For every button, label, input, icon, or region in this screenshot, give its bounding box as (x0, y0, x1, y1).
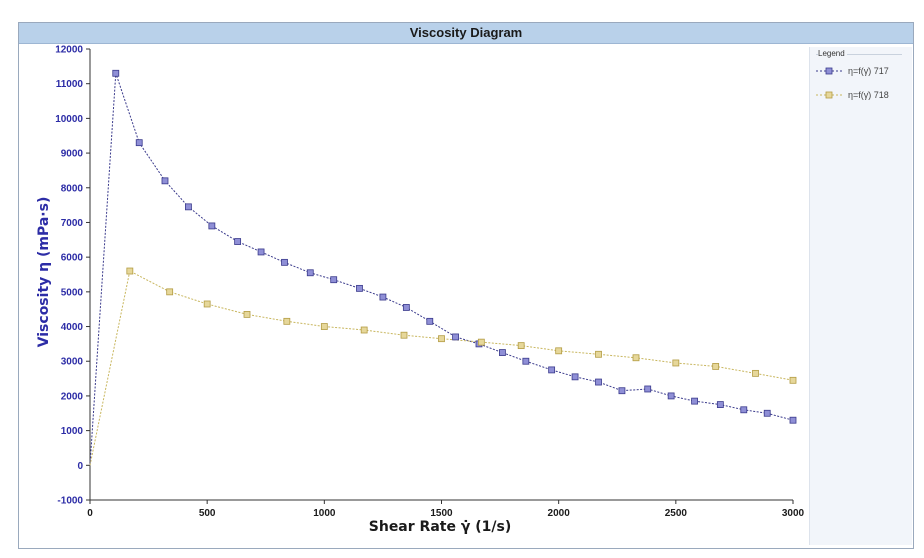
data-point-0 (402, 304, 410, 311)
title-bar: Viscosity Diagram (19, 23, 913, 44)
data-point-0 (522, 357, 530, 365)
y-tick-label: 0 (77, 461, 83, 472)
data-point-1 (517, 342, 525, 350)
y-tick-label: 2000 (61, 391, 84, 402)
data-point-0 (185, 203, 192, 211)
y-tick-label: 12000 (55, 45, 83, 56)
data-point-0 (571, 373, 579, 381)
data-point-0 (548, 366, 556, 374)
data-point-1 (632, 354, 640, 362)
data-point-1 (438, 335, 445, 343)
legend-title: Legend (818, 49, 847, 58)
chart-title: Viscosity Diagram (409, 25, 523, 40)
legend-swatch-718-icon (816, 91, 842, 99)
legend-divider (816, 54, 902, 55)
y-tick-label: 3000 (61, 357, 84, 368)
data-point-1 (320, 323, 328, 330)
data-point-0 (426, 317, 434, 325)
data-point-0 (763, 409, 771, 417)
data-point-1 (400, 331, 408, 339)
data-point-0 (208, 222, 216, 230)
data-point-0 (112, 69, 120, 77)
data-point-1 (789, 376, 797, 384)
x-tick-label: 1000 (313, 508, 336, 519)
data-point-0 (234, 238, 242, 245)
x-tick-label: 500 (199, 508, 216, 519)
data-point-1 (712, 363, 720, 370)
legend-label-718: η=f(γ̇) 718 (848, 90, 889, 100)
data-point-1 (360, 326, 368, 334)
series-line-1 (89, 270, 794, 466)
data-point-0 (135, 139, 143, 147)
x-tick-label: 3000 (782, 508, 805, 519)
x-tick-label: 1500 (430, 508, 453, 519)
data-point-1 (672, 359, 680, 367)
x-tick-label: 2500 (665, 508, 688, 519)
data-point-0 (330, 276, 338, 284)
data-point-1 (126, 267, 134, 275)
y-tick-label: 6000 (61, 253, 84, 264)
y-tick-label: -1000 (57, 496, 83, 507)
data-point-1 (752, 369, 759, 377)
data-point-1 (595, 350, 602, 358)
legend-label-717: η=f(γ̇) 717 (848, 66, 889, 76)
data-point-0 (281, 258, 288, 266)
x-tick-label: 0 (87, 508, 93, 519)
data-point-1 (203, 300, 211, 308)
y-tick-label: 8000 (61, 183, 84, 194)
data-point-0 (595, 378, 602, 386)
data-point-1 (283, 317, 291, 325)
data-point-0 (161, 177, 169, 185)
y-tick-label: 4000 (61, 322, 84, 333)
y-tick-label: 11000 (56, 79, 84, 90)
data-point-0 (379, 293, 387, 301)
x-tick-label: 2000 (548, 508, 571, 519)
y-tick-label: 1000 (61, 426, 84, 437)
data-point-0 (257, 248, 265, 256)
data-point-1 (477, 338, 485, 346)
data-point-0 (691, 397, 698, 405)
data-point-0 (740, 406, 748, 414)
data-point-0 (667, 392, 675, 400)
y-tick-label: 5000 (61, 287, 84, 298)
data-point-1 (555, 347, 563, 355)
data-point-0 (452, 333, 459, 341)
data-point-0 (499, 349, 506, 356)
legend-swatch-717-icon (816, 67, 842, 75)
legend-item-717[interactable]: η=f(γ̇) 717 (816, 65, 912, 79)
x-axis-label: Shear Rate γ̇ (1/s) (369, 519, 511, 535)
data-point-0 (306, 269, 314, 277)
legend-panel: Legend η=f(γ̇) 717 η=f(γ̇) 718 (809, 47, 912, 545)
chart-frame: Viscosity Diagram Legend η=f(γ̇) 717 η=f… (18, 22, 914, 549)
data-point-1 (166, 288, 174, 296)
legend-item-718[interactable]: η=f(γ̇) 718 (816, 89, 912, 103)
data-point-0 (716, 401, 724, 408)
data-point-0 (644, 385, 652, 393)
y-tick-label: 7000 (61, 218, 84, 229)
y-axis-label: Viscosity η (mPa·s) (36, 197, 52, 348)
series-line-0 (89, 73, 794, 466)
data-point-0 (618, 387, 626, 395)
data-point-1 (243, 310, 251, 318)
data-point-0 (789, 416, 797, 424)
data-point-0 (356, 284, 363, 292)
y-tick-label: 9000 (61, 149, 84, 160)
y-tick-label: 10000 (55, 114, 83, 125)
